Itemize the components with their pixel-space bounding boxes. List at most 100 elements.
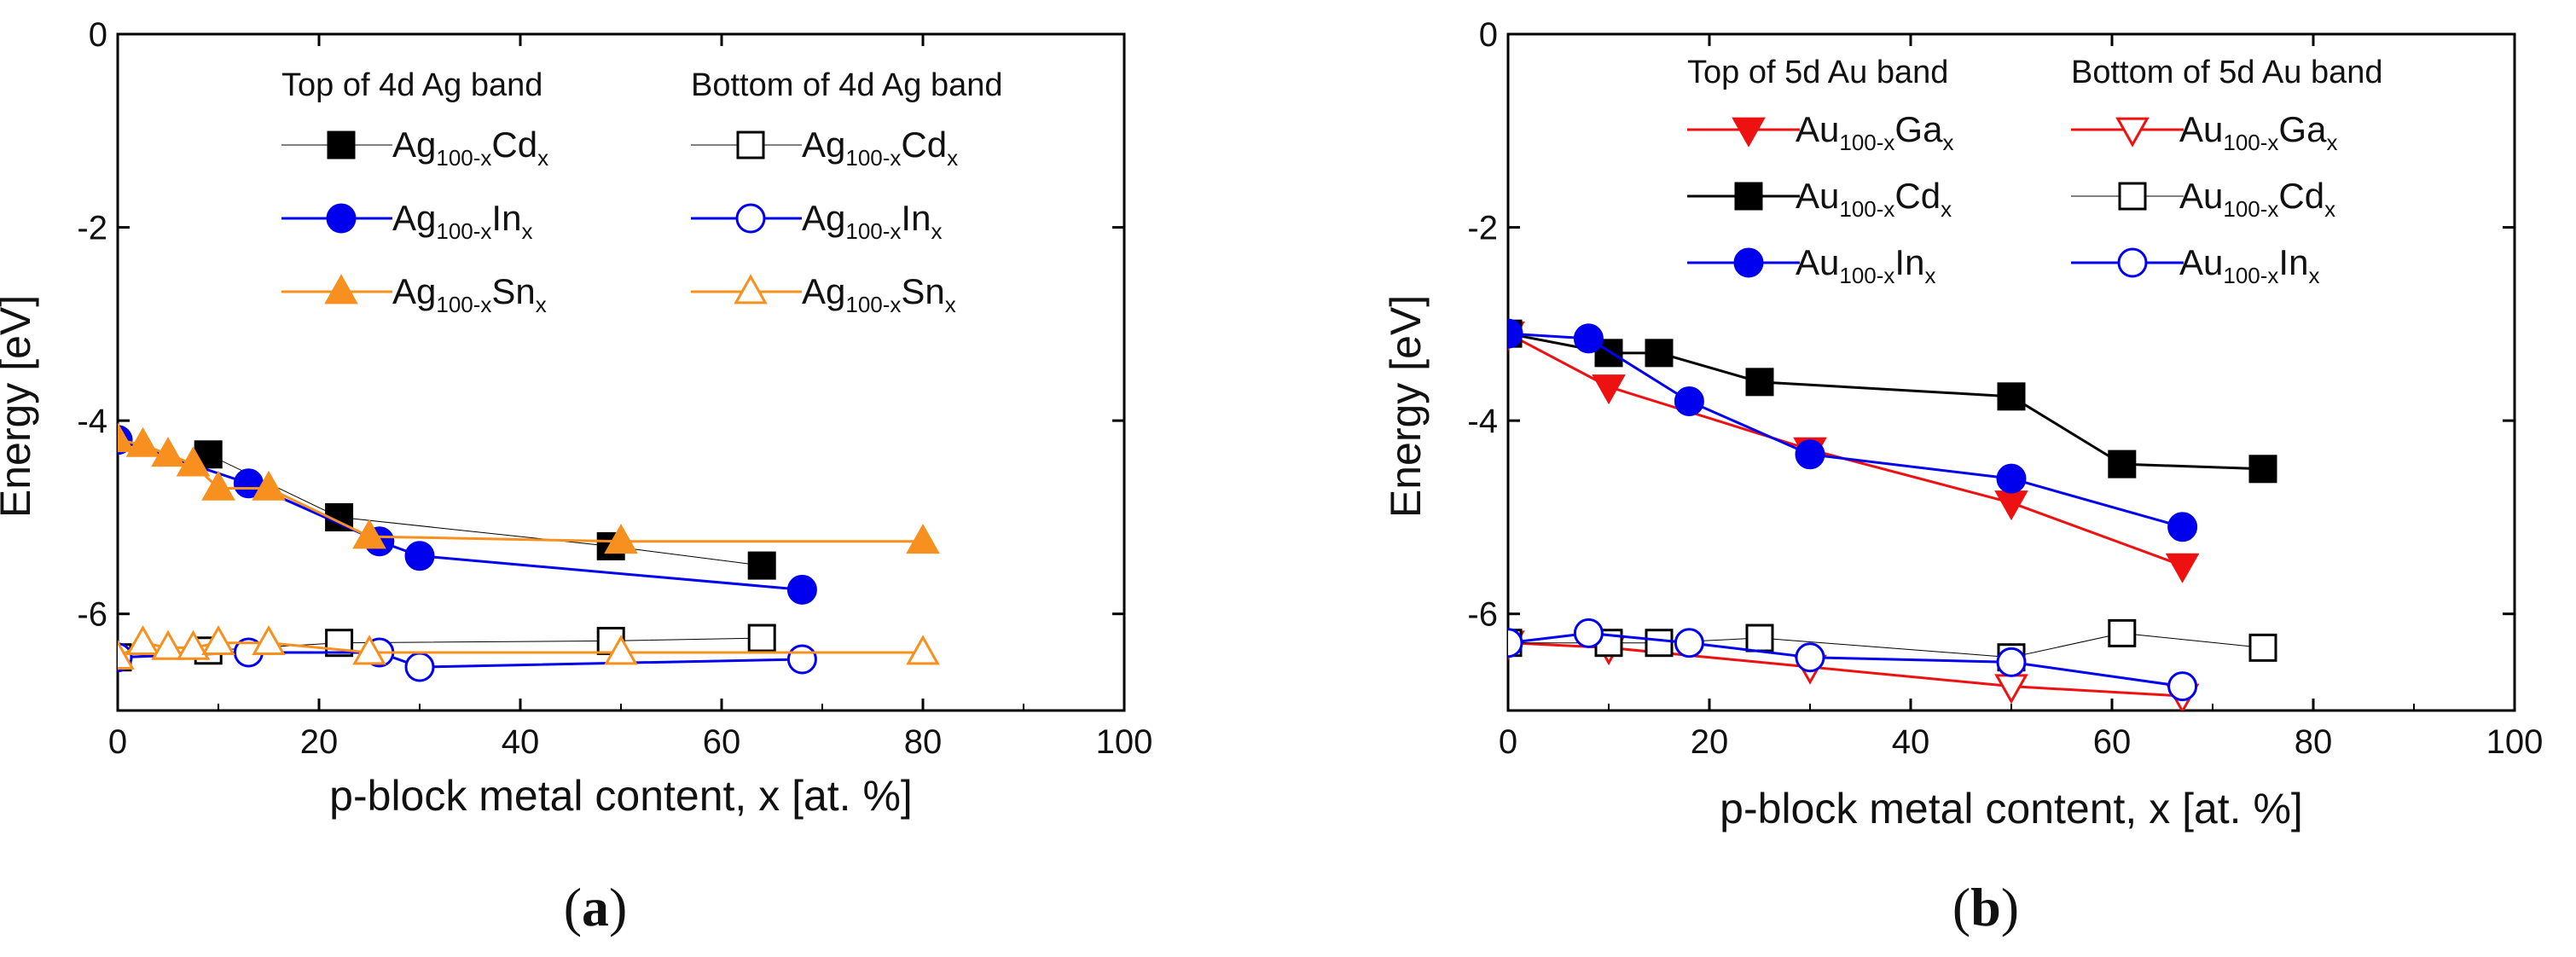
legend-entry: Au100-xCdx xyxy=(2071,176,2335,222)
data-point xyxy=(176,446,211,477)
data-point xyxy=(201,624,235,656)
legend: Top of 5d Au band Bottom of 5d Au bandAu1… xyxy=(1687,55,2383,288)
legend-label-base: Ag xyxy=(802,125,845,165)
legend-label-base: Ag xyxy=(392,125,436,165)
data-point xyxy=(2108,618,2137,647)
x-tick-label: 80 xyxy=(904,723,943,761)
legend-marker xyxy=(736,130,765,160)
data-point xyxy=(747,551,776,580)
data-point xyxy=(352,635,386,665)
legend-label-sub: 100-x xyxy=(2223,263,2278,288)
data-point xyxy=(2248,633,2277,662)
legend-label-base: Au xyxy=(1796,242,1839,282)
legend-label-sub: x xyxy=(945,292,956,317)
panel-label: (b) xyxy=(1952,877,2019,937)
legend-label: Au100-xGax xyxy=(2179,109,2337,155)
legend-label-sub: 100-x xyxy=(845,145,901,171)
x-tick-label: 40 xyxy=(502,723,540,761)
legend-entry: Ag100-xCdx xyxy=(691,125,958,171)
series-line xyxy=(207,454,763,566)
y-tick-label: -2 xyxy=(77,210,107,247)
data-point xyxy=(1994,490,2028,521)
legend-group-title: Top of 5d Au band xyxy=(1687,55,1948,90)
data-point xyxy=(151,437,185,467)
legend-marker xyxy=(327,130,356,160)
data-point xyxy=(151,629,185,660)
legend-label-sub: x xyxy=(1941,196,1952,222)
y-tick-label: -6 xyxy=(1467,596,1498,634)
x-tick-label: 0 xyxy=(1499,723,1517,761)
data-point xyxy=(1745,368,1774,397)
y-tick-label: -6 xyxy=(77,596,107,634)
legend-label-element: Cd xyxy=(901,125,947,165)
data-point xyxy=(2167,671,2198,702)
data-point xyxy=(604,635,638,665)
data-point xyxy=(118,422,135,453)
legend-label-sub: x xyxy=(2326,130,2337,155)
legend-entry: Au100-xGax xyxy=(1687,109,1953,155)
legend-entry: Ag100-xInx xyxy=(691,198,942,244)
legend-entry: Ag100-xCdx xyxy=(281,125,548,171)
legend-label-sub: 100-x xyxy=(2223,196,2278,222)
legend-label: Au100-xGax xyxy=(1796,109,1953,155)
series-top-sn xyxy=(118,422,940,554)
data-point xyxy=(1994,674,2028,705)
legend-label-element: In xyxy=(901,198,931,238)
data-point xyxy=(252,624,286,656)
x-tick-label: 60 xyxy=(2093,723,2132,761)
data-point xyxy=(786,644,817,675)
data-point xyxy=(2108,450,2137,478)
legend-entry: Au100-xInx xyxy=(2071,242,2319,288)
panel-label-open: ( xyxy=(564,877,582,937)
legend-label-element: Cd xyxy=(491,125,537,165)
data-point xyxy=(1573,323,1604,354)
x-tick-label: 20 xyxy=(300,723,339,761)
data-point xyxy=(1573,618,1604,648)
legend-label-sub: x xyxy=(1924,263,1935,288)
legend-label-sub: x xyxy=(536,292,547,317)
legend-entry: Au100-xInx xyxy=(1687,242,1935,288)
legend-label-element: Ga xyxy=(1894,109,1943,149)
panel-label-letter: a xyxy=(582,877,609,937)
legend-label-base: Ag xyxy=(802,271,845,311)
data-point xyxy=(1795,439,1825,470)
series-top-cd xyxy=(194,440,776,580)
data-point xyxy=(125,426,160,457)
legend-label: Ag100-xSnx xyxy=(392,271,547,317)
plot-frame xyxy=(1506,32,2516,712)
legend-marker xyxy=(1733,247,1764,278)
legend-label-sub: 100-x xyxy=(845,292,901,317)
legend-marker xyxy=(1732,117,1766,148)
y-tick-label: 0 xyxy=(89,16,107,54)
legend-label: Au100-xInx xyxy=(2179,242,2319,288)
plot-area xyxy=(118,422,940,682)
series-top-cd xyxy=(1508,319,2277,484)
legend-label-base: Ag xyxy=(392,271,436,311)
data-point xyxy=(1508,318,1523,349)
x-tick-label: 100 xyxy=(2486,723,2544,761)
legend-group-title: Bottom of 4d Ag band xyxy=(691,67,1003,103)
data-point xyxy=(786,574,817,605)
legend-label-element: Sn xyxy=(491,271,535,311)
data-point xyxy=(404,541,435,571)
legend-marker xyxy=(734,274,768,304)
legend-label-element: Ga xyxy=(2278,109,2327,149)
legend-label-element: Cd xyxy=(2278,176,2324,216)
legend-entry: Ag100-xSnx xyxy=(691,271,956,317)
data-point xyxy=(747,624,776,652)
data-point xyxy=(2248,455,2277,484)
legend-label-sub: x xyxy=(1942,130,1953,155)
series-bottom-sn xyxy=(118,624,940,670)
legend-group-title: Top of 4d Ag band xyxy=(281,67,542,103)
legend-label-sub: 100-x xyxy=(436,218,491,244)
y-tick-label: 0 xyxy=(1479,16,1498,54)
legend-label-sub: 100-x xyxy=(436,145,491,171)
legend-label: Au100-xCdx xyxy=(1796,176,1952,222)
y-axis-title: Energy [eV] xyxy=(0,295,39,518)
legend-label-base: Au xyxy=(2179,176,2223,216)
legend-marker xyxy=(326,203,357,234)
x-tick-label: 80 xyxy=(2295,723,2333,761)
legend-label-element: In xyxy=(491,198,521,238)
panel-label-close: ) xyxy=(2001,877,2019,937)
